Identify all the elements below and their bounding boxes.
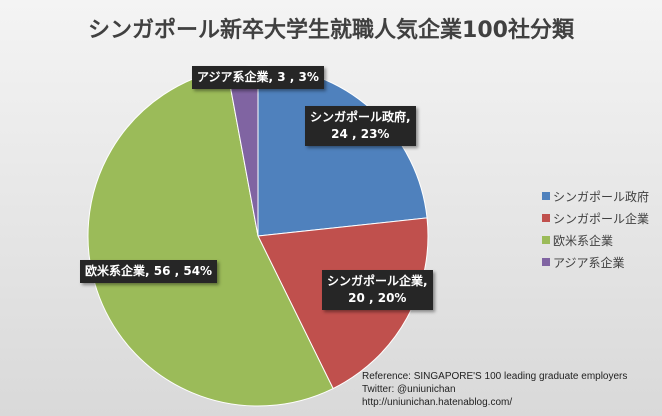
- legend-item: シンガポール企業: [542, 207, 649, 229]
- data-label-west: 欧米系企業, 56 , 54%: [80, 260, 218, 283]
- reference-note: Reference: SINGAPORE'S 100 leading gradu…: [362, 370, 627, 409]
- legend-swatch: [542, 258, 550, 266]
- legend-swatch: [542, 192, 550, 200]
- data-label-gov: シンガポール政府, 24 , 23%: [305, 106, 416, 146]
- blog-url: http://uniunichan.hatenablog.com/: [362, 397, 513, 408]
- data-label-corp-name: シンガポール企業,: [327, 274, 428, 288]
- legend-label: アジア系企業: [553, 255, 625, 270]
- data-label-corp: シンガポール企業, 20 , 20%: [322, 270, 433, 310]
- legend: シンガポール政府 シンガポール企業 欧米系企業 アジア系企業: [542, 185, 649, 273]
- legend-item: シンガポール政府: [542, 185, 649, 207]
- legend-item: 欧米系企業: [542, 229, 649, 251]
- legend-label: シンガポール政府: [553, 189, 650, 204]
- data-label-asia: アジア系企業, 3 , 3%: [192, 66, 324, 89]
- pie-slice-2: [87, 68, 334, 407]
- twitter-line: Twitter: @uniunichan: [362, 384, 456, 395]
- data-label-gov-name: シンガポール政府,: [310, 110, 411, 124]
- chart-title: シンガポール新卒大学生就職人気企業100社分類: [88, 18, 574, 43]
- legend-item: アジア系企業: [542, 251, 649, 273]
- reference-line: Reference: SINGAPORE'S 100 leading gradu…: [362, 371, 628, 382]
- legend-label: 欧米系企業: [553, 233, 614, 248]
- legend-label: シンガポール企業: [553, 211, 650, 226]
- legend-swatch: [542, 214, 550, 222]
- pie-slice-0: [257, 65, 428, 237]
- legend-swatch: [542, 236, 550, 244]
- data-label-corp-values: 20 , 20%: [348, 291, 407, 305]
- data-label-gov-values: 24 , 23%: [331, 127, 390, 141]
